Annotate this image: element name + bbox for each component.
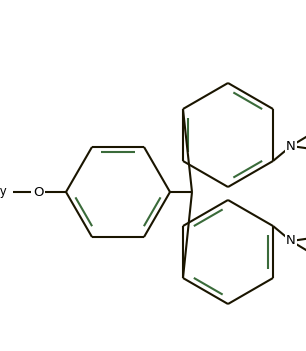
Text: methoxy: methoxy: [0, 185, 8, 199]
Text: N: N: [286, 139, 296, 152]
Text: N: N: [286, 234, 296, 247]
Text: O: O: [33, 185, 43, 199]
Text: O: O: [33, 185, 43, 199]
